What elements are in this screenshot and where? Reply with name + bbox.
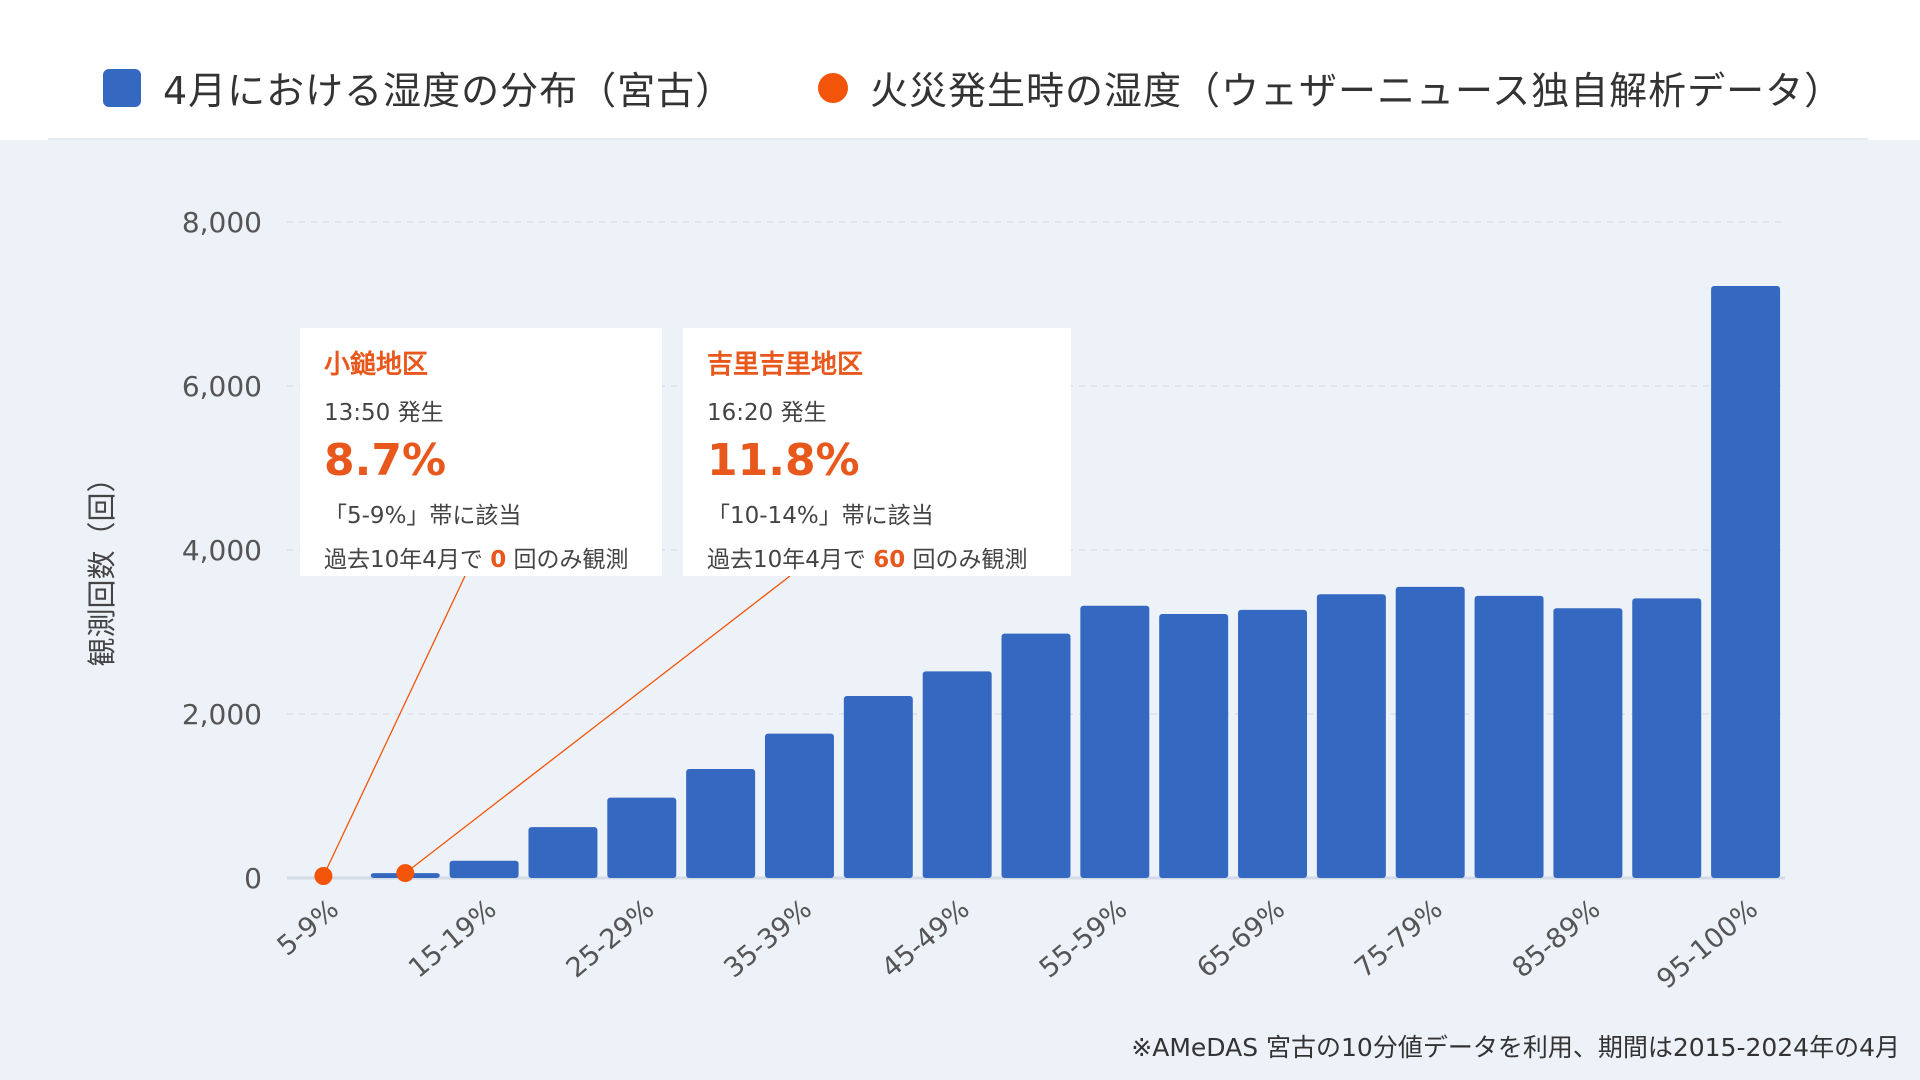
legend-swatch-dot [818,72,848,103]
bar-75-79% [1395,586,1465,878]
fire-point [396,864,415,883]
legend-item-humidity-distribution: 4月における湿度の分布（宮古） [103,60,734,115]
callout-obs-prefix: 過去10年4月で [707,547,874,573]
bar-45-49% [922,671,992,878]
callout-obs-count: 0 [490,547,507,573]
callout-observation: 過去10年4月で 0 回のみ観測 [324,540,638,574]
bar-95-100% [1711,285,1781,879]
y-tick-label: 2,000 [182,698,262,731]
x-tick-label: 55-59% [1034,894,1134,985]
callout-band: 「10-14%」帯に該当 [707,503,934,529]
x-tick-label: 5-9% [272,894,345,963]
y-axis-label: 観測回数（回） [85,463,119,666]
x-tick-label: 35-39% [718,894,818,985]
x-tick-label: 85-89% [1507,894,1607,985]
y-tick-label: 6,000 [182,370,262,403]
legend-label-dot: 火災発生時の湿度（ウェザーニュース独自解析データ） [870,69,1844,113]
bar-90-94% [1632,598,1702,878]
bar-30-34% [686,768,756,878]
legend-swatch-bar [103,68,141,107]
callout-obs-prefix: 過去10年4月で [324,547,491,573]
x-tick-label: 75-79% [1349,894,1449,985]
bar-80-84% [1474,595,1544,878]
bar-50-54% [1001,633,1071,878]
callout-time: 16:20 発生 [707,400,827,426]
y-tick-label: 4,000 [182,534,262,567]
bar-15-19% [449,860,519,878]
bar-40-44% [843,695,913,878]
callout-obs-suffix: 回のみ観測 [506,547,629,573]
bar-35-39% [764,733,834,878]
bar-55-59% [1080,605,1150,878]
leader-line [404,575,791,874]
bar-20-24% [528,827,598,878]
callout-obs-count: 60 [873,547,906,573]
legend-label-bar: 4月における湿度の分布（宮古） [163,69,735,113]
leader-line [322,575,466,877]
bar-65-69% [1238,609,1308,878]
x-tick-label: 65-69% [1191,894,1291,985]
callout-value: 8.7% [324,435,447,486]
callout-band: 「5-9%」帯に該当 [324,503,522,529]
callout-time: 13:50 発生 [324,400,444,426]
bar-70-74% [1316,594,1386,878]
callout-title: 吉里吉里地区 [707,350,864,380]
y-tick-label: 0 [244,862,262,895]
bar-25-29% [607,797,677,878]
callout-title: 小鎚地区 [324,350,429,380]
callout-kozuchi: 小鎚地区 13:50 発生 8.7% 「5-9%」帯に該当 過去10年4月で 0… [300,328,662,576]
callout-observation: 過去10年4月で 60 回のみ観測 [707,540,1047,574]
y-tick-label: 8,000 [182,206,262,239]
footnote: ※AMeDAS 宮古の10分値データを利用、期間は2015-2024年の4月 [1131,1033,1900,1062]
legend: 4月における湿度の分布（宮古） 火災発生時の湿度（ウェザーニュース独自解析データ… [48,0,1868,140]
x-tick-label: 45-49% [876,894,976,985]
callout-kirikiri: 吉里吉里地区 16:20 発生 11.8% 「10-14%」帯に該当 過去10年… [683,328,1071,576]
legend-item-fire-humidity: 火災発生時の湿度（ウェザーニュース独自解析データ） [818,60,1843,115]
bar-85-89% [1553,608,1623,878]
callout-obs-suffix: 回のみ観測 [905,547,1028,573]
fire-point [314,867,333,885]
bar-60-64% [1159,613,1229,878]
x-tick-label: 15-19% [403,894,503,985]
x-tick-label: 95-100% [1651,894,1764,996]
x-tick-label: 25-29% [561,894,661,985]
callout-value: 11.8% [707,435,860,486]
